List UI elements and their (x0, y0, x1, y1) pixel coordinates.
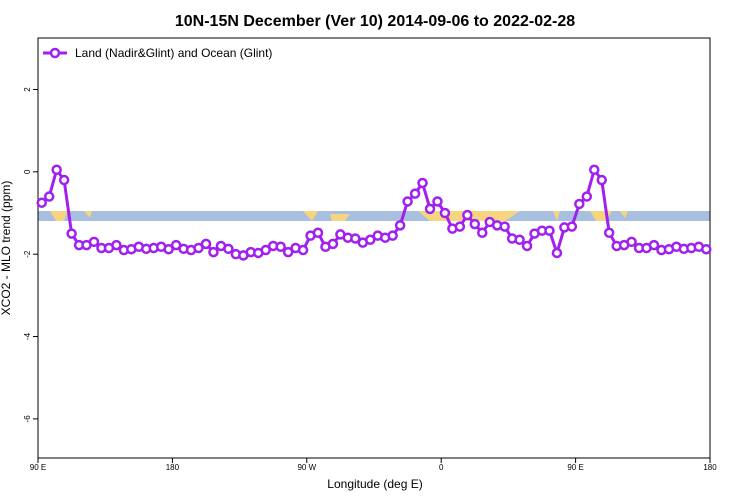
point (499, 221, 510, 232)
point (417, 177, 428, 189)
point (200, 238, 212, 250)
point (208, 246, 219, 258)
point (111, 239, 122, 251)
point (327, 238, 339, 250)
point (365, 234, 376, 246)
y-tick-label: 2 (23, 87, 32, 92)
point (297, 244, 309, 256)
point (574, 198, 585, 210)
point (36, 197, 47, 208)
point (275, 241, 286, 253)
point (701, 243, 712, 255)
point (589, 164, 600, 176)
point (163, 243, 174, 255)
point (424, 203, 436, 215)
y-tick-label: -2 (23, 250, 32, 258)
point (462, 209, 473, 221)
point (596, 174, 607, 186)
point (581, 191, 593, 202)
point (521, 240, 533, 252)
legend: Land (Nadir&Glint) and Ocean (Glint) (43, 46, 272, 60)
x-tick-label: 180 (703, 463, 717, 472)
point (409, 188, 421, 199)
x-tick-label: 90 W (297, 463, 316, 472)
x-tick-label: 180 (166, 463, 180, 472)
x-tick-label: 90 E (567, 463, 583, 472)
x-axis-label: Longitude (deg E) (327, 477, 422, 491)
point (402, 196, 413, 207)
point (603, 227, 615, 239)
ocean-band (38, 211, 710, 221)
point (477, 227, 488, 239)
legend-marker (49, 47, 61, 59)
point (223, 243, 234, 255)
point (648, 239, 660, 251)
chart-title: 10N-15N December (Ver 10) 2014-09-06 to … (175, 13, 575, 30)
y-tick-label: -6 (23, 415, 32, 423)
point (454, 221, 466, 232)
y-axis-label: XCO2 - MLO trend (ppm) (0, 181, 13, 316)
point (350, 233, 361, 244)
point (626, 236, 637, 248)
point (544, 225, 555, 236)
point (387, 230, 398, 241)
legend-label: Land (Nadir&Glint) and Ocean (Glint) (75, 46, 272, 60)
point (58, 174, 70, 186)
point (43, 191, 55, 202)
y-tick-label: 0 (23, 169, 32, 174)
point (432, 196, 443, 207)
point (566, 221, 578, 232)
point (88, 236, 100, 248)
land-patches (50, 211, 628, 221)
map-band (38, 211, 710, 221)
point (551, 247, 563, 259)
point (282, 246, 294, 258)
point (66, 228, 77, 239)
point (51, 164, 62, 176)
point (514, 234, 525, 246)
point (469, 218, 481, 230)
y-tick-label: -4 (23, 332, 32, 340)
point (260, 244, 271, 256)
point (312, 227, 324, 239)
x-tick-label: 90 E (30, 463, 46, 472)
point (439, 207, 451, 219)
point (193, 242, 204, 254)
point (394, 220, 406, 231)
x-tick-label: 0 (439, 463, 444, 472)
